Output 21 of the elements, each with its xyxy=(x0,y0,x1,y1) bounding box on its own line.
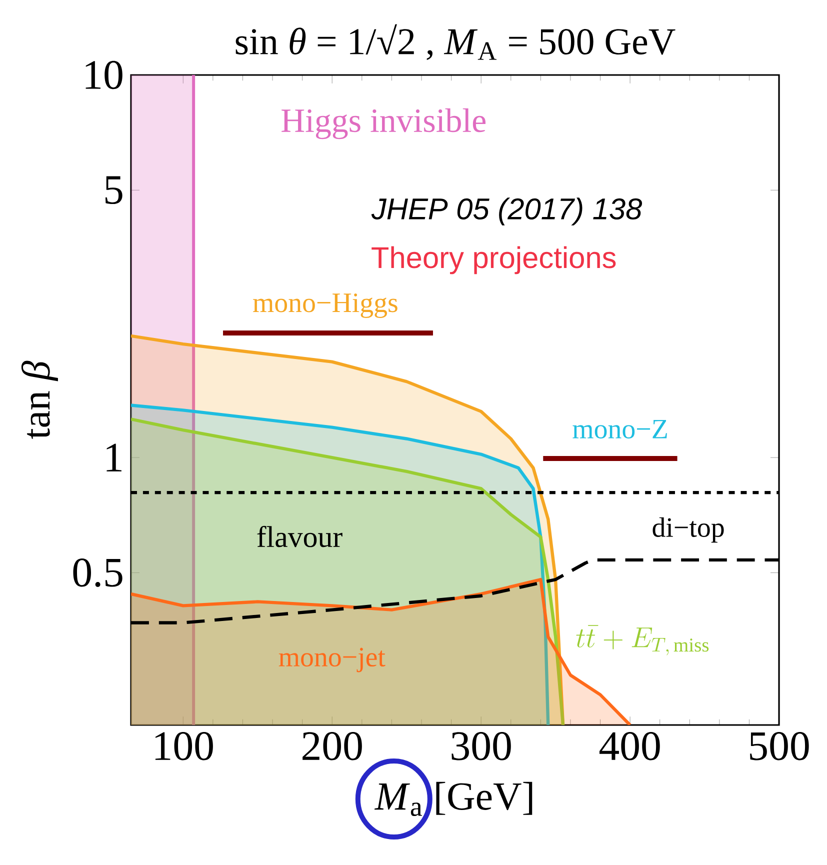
y-tick-label: 0.5 xyxy=(73,558,122,587)
annotation: JHEP 05 (2017) 138 xyxy=(371,198,642,226)
band-label: Higgs invisible xyxy=(282,108,486,140)
x-axis-title: M$_{a}$ [GeV] xyxy=(374,782,532,816)
series-label: $t\bar{t} + E_{T,\,\mathrm{miss}}$ xyxy=(576,625,709,656)
x-tick-label: 100 xyxy=(155,732,213,760)
y-tick-label: 10 xyxy=(86,60,122,90)
y-tick-label: 5 xyxy=(105,176,122,204)
chart-title: sin θ = 1/√2 , M$_{A}$ = 500 GeV xyxy=(236,24,676,60)
y-axis-title: tan β xyxy=(21,360,58,439)
y-tick-label: 1 xyxy=(106,444,122,472)
series-label: di−top xyxy=(652,517,724,543)
text: mono−Z xyxy=(572,420,667,439)
series-label: mono−Higgs xyxy=(253,293,398,318)
x-tick-label: 400 xyxy=(599,732,660,760)
x-tick-label: 300 xyxy=(452,732,511,760)
x-tick-label: 200 xyxy=(302,732,362,760)
x-tick-label: 500 xyxy=(750,732,809,760)
annotation: Theory projections xyxy=(372,246,616,274)
series-label: mono−jet xyxy=(278,648,386,672)
ref-line-label: flavour xyxy=(257,526,342,548)
